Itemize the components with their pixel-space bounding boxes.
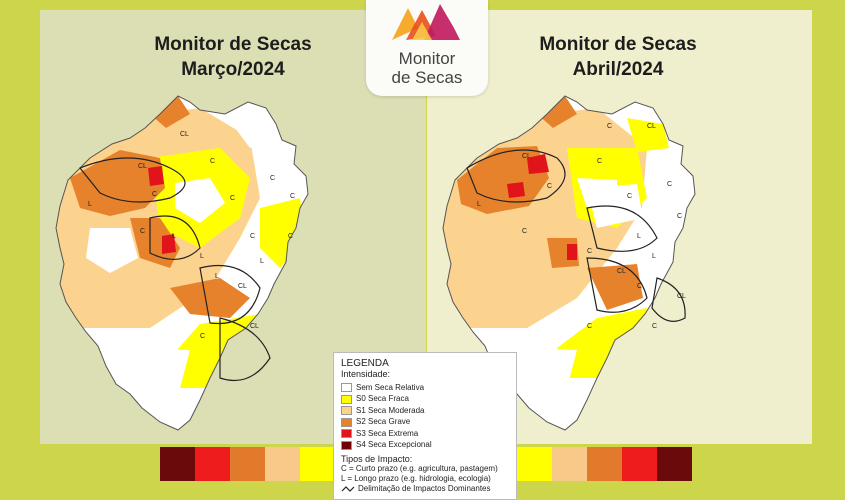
- march-title-line1: Monitor de Secas: [154, 34, 312, 55]
- april-map-label: C: [587, 323, 592, 330]
- april-map-label: C: [597, 158, 602, 165]
- legend-impact-title: Tipos de Impacto:: [341, 454, 413, 464]
- legend-item: S1 Seca Moderada: [341, 405, 510, 417]
- march-drought-map: CL L C CL C C C C L C L C L CL L C CL C: [55, 95, 309, 431]
- march-map-label: L: [215, 273, 219, 280]
- march-map-label: L: [200, 253, 204, 260]
- april-map-label: C: [547, 183, 552, 190]
- march-map-label: CL: [180, 131, 189, 138]
- april-map-label: CL: [617, 268, 626, 275]
- right-color-scale: [517, 447, 692, 481]
- legend-item: S2 Seca Grave: [341, 417, 510, 429]
- logo-text-line1: Monitor: [398, 49, 456, 68]
- legend-item: Sem Seca Relativa: [341, 382, 510, 394]
- march-map-label: C: [250, 233, 255, 240]
- scale-cell: [552, 447, 587, 481]
- march-map-label: CL: [250, 323, 259, 330]
- legend-label: Sem Seca Relativa: [356, 382, 425, 392]
- scale-cell: [587, 447, 622, 481]
- april-title-line1: Monitor de Secas: [539, 34, 697, 55]
- april-map-label: C: [652, 323, 657, 330]
- march-map-label: C: [200, 333, 205, 340]
- march-map-title: Monitor de Secas Março/2024: [133, 32, 333, 82]
- april-map-title: Monitor de Secas Abril/2024: [518, 32, 718, 82]
- legend-swatch: [341, 394, 352, 404]
- scale-cell: [230, 447, 265, 481]
- march-map-label: L: [88, 201, 92, 208]
- march-map-label: C: [140, 228, 145, 235]
- march-map-label: C: [270, 175, 275, 182]
- march-map-label: L: [260, 258, 264, 265]
- legend-impact-line: Delimitação de Impactos Dominantes: [358, 484, 491, 493]
- legend-swatch: [341, 406, 352, 416]
- april-map-label: L: [652, 253, 656, 260]
- legend-item: S4 Seca Excepcional: [341, 440, 510, 452]
- april-map-label: C: [627, 193, 632, 200]
- march-map-label: C: [230, 195, 235, 202]
- legend-impact-short: C = Curto prazo (e.g. agricultura, pasta…: [341, 464, 498, 473]
- legend-title: LEGENDA: [341, 358, 389, 369]
- legend-impact-long: L = Longo prazo (e.g. hidrologia, ecolog…: [341, 474, 491, 483]
- april-map-label: C: [607, 123, 612, 130]
- logo-text-line2: de Secas: [391, 68, 463, 87]
- april-map-label: L: [637, 233, 641, 240]
- logo-mark-icon: [392, 4, 460, 40]
- april-map-label: L: [477, 201, 481, 208]
- march-title-line2: Março/2024: [181, 59, 285, 80]
- monitor-de-secas-logo: Monitor de Secas: [366, 0, 488, 96]
- boundary-line-icon: [341, 486, 355, 492]
- scale-cell: [160, 447, 195, 481]
- legend-item: S0 Seca Fraca: [341, 394, 510, 406]
- legend-swatch: [341, 417, 352, 427]
- legend-subtitle: Intensidade:: [341, 369, 391, 379]
- april-map-label: C: [587, 248, 592, 255]
- march-map-label: C: [210, 158, 215, 165]
- legend-label: S1 Seca Moderada: [356, 405, 425, 415]
- march-map-label: CL: [238, 283, 247, 290]
- legend-label: S3 Seca Extrema: [356, 428, 419, 438]
- scale-cell: [517, 447, 552, 481]
- legend-label: S0 Seca Fraca: [356, 394, 409, 404]
- march-map-label: C: [290, 193, 295, 200]
- legend-item: S3 Seca Extrema: [341, 428, 510, 440]
- march-map-label: C: [152, 191, 157, 198]
- scale-cell: [300, 447, 335, 481]
- legend-label: S2 Seca Grave: [356, 417, 411, 427]
- scale-cell: [195, 447, 230, 481]
- left-color-scale: [160, 447, 335, 481]
- scale-cell: [657, 447, 692, 481]
- april-map-label: C: [637, 283, 642, 290]
- april-map-label: C: [677, 213, 682, 220]
- april-title-line2: Abril/2024: [572, 59, 664, 80]
- legend-impact-line-row: Delimitação de Impactos Dominantes: [341, 484, 510, 494]
- april-map-label: CL: [647, 123, 656, 130]
- march-map-label: L: [172, 233, 176, 240]
- march-map-label: C: [288, 233, 293, 240]
- legend-label: S4 Seca Excepcional: [356, 440, 432, 450]
- legend-swatch: [341, 383, 352, 393]
- april-map-label: C: [522, 228, 527, 235]
- april-map-label: CL: [677, 293, 686, 300]
- legend-swatch: [341, 440, 352, 450]
- april-map-label: CL: [522, 153, 531, 160]
- scale-cell: [265, 447, 300, 481]
- map-legend: LEGENDA Intensidade: Sem Seca Relativa S…: [333, 352, 517, 500]
- march-map-label: CL: [138, 163, 147, 170]
- april-map-label: C: [667, 181, 672, 188]
- legend-swatch: [341, 429, 352, 439]
- scale-cell: [622, 447, 657, 481]
